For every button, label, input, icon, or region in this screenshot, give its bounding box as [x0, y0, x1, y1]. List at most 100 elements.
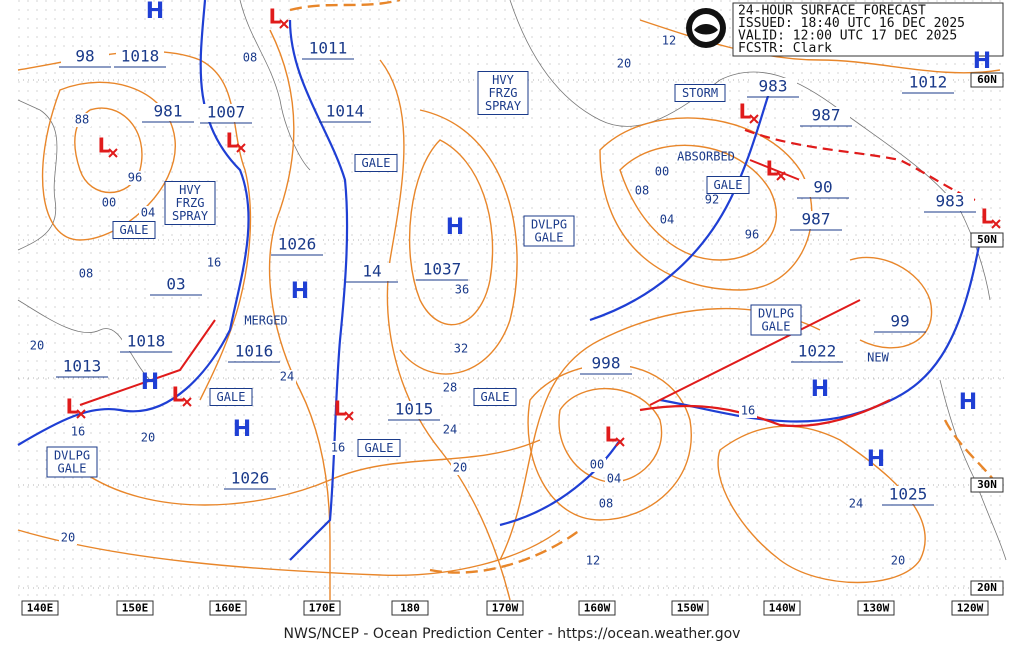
pressure-label-bg	[304, 40, 352, 58]
isobar-label-bg	[205, 256, 223, 270]
pressure-label: 1018	[121, 47, 160, 66]
pressure-label-bg	[793, 343, 841, 361]
lon-box	[486, 600, 524, 616]
warning-box	[209, 388, 253, 406]
isobar-label-bg	[329, 441, 347, 455]
warning-text: GALE	[481, 390, 510, 404]
isobar-label-bg	[633, 184, 651, 198]
low-marker	[182, 397, 192, 407]
pressure-label-bg	[876, 313, 924, 331]
lat-box	[970, 477, 1004, 493]
lon-box	[857, 600, 895, 616]
isobar-label-bg	[889, 554, 907, 568]
footer: NWS/NCEP - Ocean Prediction Center - htt…	[284, 626, 741, 642]
pressure-label-bg	[390, 401, 438, 419]
high-center: H	[811, 377, 829, 402]
isobar-label-bg	[847, 497, 865, 511]
pressure-label: 1014	[326, 102, 365, 121]
warning-box	[477, 71, 529, 115]
isobar-label-bg	[452, 342, 470, 356]
low-marker	[776, 171, 786, 181]
lon-label: 140E	[27, 602, 54, 615]
isobar-label: 20	[61, 531, 75, 545]
isobar-label: 16	[207, 256, 221, 270]
warning-text: STORM	[682, 86, 718, 100]
isobar-label: 20	[30, 339, 44, 353]
header-line: FCSTR: Clark	[738, 41, 832, 56]
isobar-label-bg	[605, 472, 623, 486]
lon-label: 150W	[677, 602, 704, 615]
low-marker	[76, 409, 86, 419]
pressure-label-bg	[582, 355, 630, 373]
lon-label: 160E	[215, 602, 242, 615]
pressure-label-bg	[116, 48, 164, 66]
lat-label: 20N	[977, 581, 997, 594]
pressure-label: 987	[812, 106, 841, 125]
pressure-label-bg	[792, 211, 840, 229]
isobar-label-bg	[59, 531, 77, 545]
high-center: H	[973, 49, 991, 74]
pressure-label-bg	[202, 104, 250, 122]
isobar-label-bg	[658, 213, 676, 227]
pressure-label-bg	[144, 103, 192, 121]
low-center: L	[739, 100, 752, 124]
pressure-label-bg	[226, 470, 274, 488]
lon-box	[303, 600, 341, 616]
pressure-label: 14	[362, 262, 381, 281]
warning-text: GALE	[365, 441, 394, 455]
pressure-label-bg	[802, 107, 850, 125]
warning-text: GALE	[762, 320, 791, 334]
isobar-label: 36	[455, 283, 469, 297]
header-line: ISSUED: 18:40 UTC 16 DEC 2025	[738, 16, 965, 31]
pressure-label-bg	[321, 103, 369, 121]
lon-box	[209, 600, 247, 616]
isobar-label-bg	[739, 404, 757, 418]
low-center: L	[766, 157, 779, 181]
warning-text: DVLPG	[758, 307, 794, 321]
isobar-label: 08	[243, 51, 257, 65]
warning-text: SPRAY	[172, 209, 209, 223]
noaa-logo	[686, 8, 726, 48]
warning-text: HVY	[492, 73, 514, 87]
isobar-label: 20	[891, 554, 905, 568]
lat-label: 50N	[977, 233, 997, 246]
isobar-label: 16	[71, 425, 85, 439]
lat-box	[970, 72, 1004, 88]
isobar-label: 20	[141, 431, 155, 445]
pressure-label: 1026	[231, 469, 270, 488]
isobar-label-bg	[703, 193, 721, 207]
isobar-label: 08	[79, 267, 93, 281]
lon-box	[763, 600, 801, 616]
lon-label: 170W	[492, 602, 519, 615]
isobar-label-bg	[441, 423, 459, 437]
pressure-label: 1018	[127, 332, 166, 351]
isobar-label-bg	[743, 228, 761, 242]
isobar-label-bg	[241, 51, 259, 65]
header-box	[732, 2, 1004, 57]
low-marker	[991, 219, 1001, 229]
lon-box	[21, 600, 59, 616]
isobar-label-bg	[278, 370, 296, 384]
warning-text: GALE	[714, 178, 743, 192]
lat-box	[970, 232, 1004, 248]
isobar-label: 00	[590, 458, 604, 472]
lat-box	[970, 580, 1004, 596]
high-center: H	[141, 370, 159, 395]
low-marker	[279, 19, 289, 29]
isobar-label-bg	[453, 283, 471, 297]
isobar-label: 04	[660, 213, 674, 227]
isobar-label-bg	[28, 339, 46, 353]
low-center: L	[98, 134, 111, 158]
annotation: NEW	[867, 351, 889, 365]
low-center: L	[269, 5, 282, 29]
isobar-label: 96	[128, 171, 142, 185]
isobar-label: 24	[849, 497, 863, 511]
isobar-label-bg	[584, 554, 602, 568]
isobar-label: 28	[443, 381, 457, 395]
isobar-label: 92	[705, 193, 719, 207]
isobar-label: 12	[586, 554, 600, 568]
isobar-label: 88	[75, 113, 89, 127]
warning-text: GALE	[120, 223, 149, 237]
pressure-label: 1011	[309, 39, 348, 58]
pressure-label-bg	[122, 333, 170, 351]
